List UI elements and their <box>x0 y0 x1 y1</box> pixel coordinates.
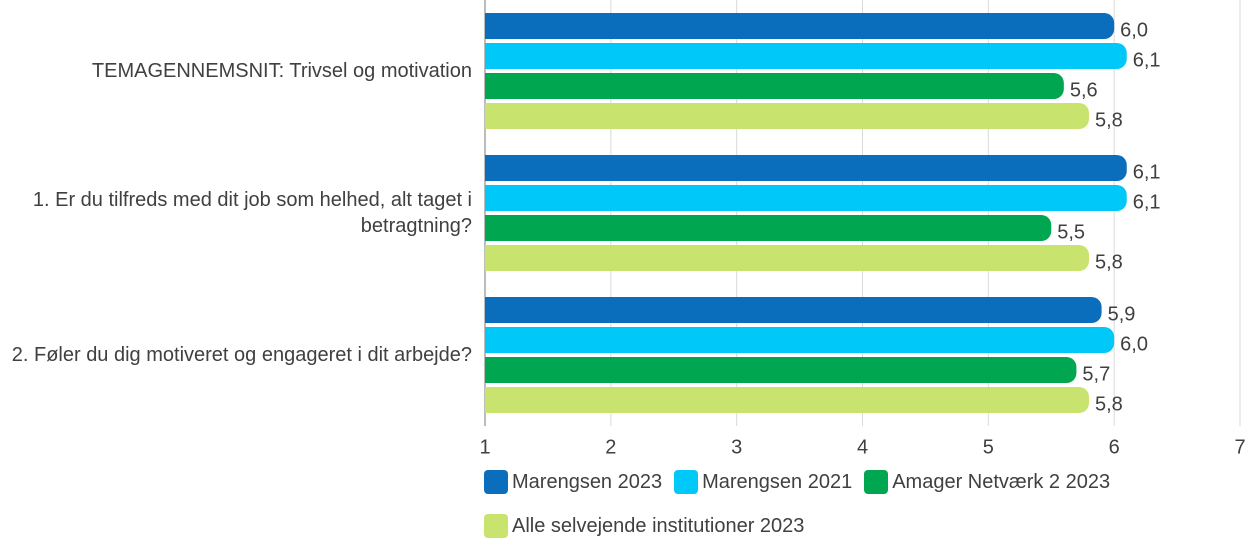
legend-item: Amager Netværk 2 2023 <box>864 468 1110 496</box>
bar <box>485 155 1127 181</box>
legend-label: Alle selvejende institutioner 2023 <box>512 514 805 537</box>
x-tick-label: 6 <box>1109 436 1120 458</box>
bar <box>485 185 1127 211</box>
category-label: 2. Føler du dig motiveret og engageret i… <box>11 344 472 366</box>
x-tick-label: 2 <box>605 436 616 458</box>
value-label: 5,8 <box>1095 109 1123 131</box>
bar <box>485 357 1077 383</box>
value-label: 5,9 <box>1108 303 1136 325</box>
bar <box>485 245 1089 271</box>
bar <box>485 13 1115 39</box>
value-label: 5,6 <box>1070 79 1098 101</box>
value-label: 5,8 <box>1095 251 1123 273</box>
bar <box>485 215 1052 241</box>
value-label: 6,1 <box>1133 49 1161 71</box>
value-label: 5,5 <box>1057 221 1085 243</box>
legend-swatch <box>484 470 508 494</box>
value-label: 6,1 <box>1133 191 1161 213</box>
x-tick-label: 7 <box>1234 436 1245 458</box>
bar <box>485 297 1102 323</box>
x-tick-label: 3 <box>731 436 742 458</box>
category-label-box: 2. Føler du dig motiveret og engageret i… <box>0 284 472 426</box>
category-label: 1. Er du tilfreds med dit job som helhed… <box>32 189 472 237</box>
bar <box>485 387 1089 413</box>
category-label-box: 1. Er du tilfreds med dit job som helhed… <box>0 142 472 284</box>
legend-label: Amager Netværk 2 2023 <box>892 470 1111 493</box>
legend-item: Marengsen 2021 <box>674 468 852 496</box>
value-label: 6,0 <box>1120 333 1148 355</box>
value-label: 6,0 <box>1120 19 1148 41</box>
bar <box>485 43 1127 69</box>
category-label-box: TEMAGENNEMSNIT: Trivsel og motivation <box>0 0 472 142</box>
legend-swatch <box>674 470 699 494</box>
x-tick-label: 1 <box>479 436 490 458</box>
value-label: 6,1 <box>1133 161 1161 183</box>
value-label: 5,8 <box>1095 393 1123 415</box>
x-tick-label: 4 <box>857 436 868 458</box>
bar <box>485 327 1115 353</box>
x-tick-label: 5 <box>983 436 994 458</box>
bar <box>485 103 1089 129</box>
value-label: 5,7 <box>1082 363 1110 385</box>
legend-label: Marengsen 2021 <box>702 470 853 493</box>
legend-swatch <box>864 470 889 494</box>
bar <box>485 73 1064 99</box>
legend-swatch <box>484 514 508 538</box>
legend-item: Alle selvejende institutioner 2023 <box>484 512 804 540</box>
category-label: TEMAGENNEMSNIT: Trivsel og motivation <box>91 60 472 82</box>
legend-item: Marengsen 2023 <box>484 468 662 496</box>
legend: Marengsen 2023 Marengsen 2021 Amager Netvæ… <box>484 468 1244 540</box>
legend-label: Marengsen 2023 <box>512 470 663 493</box>
